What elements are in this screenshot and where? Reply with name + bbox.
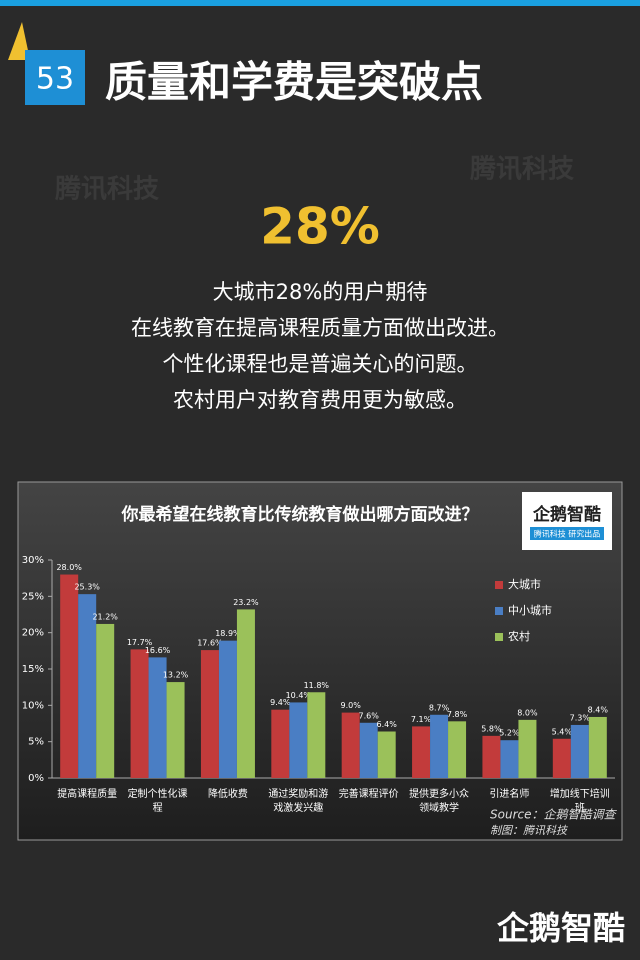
bar xyxy=(130,649,149,778)
legend-swatch xyxy=(495,581,503,589)
value-label: 25.3% xyxy=(74,583,100,592)
bar xyxy=(218,640,237,778)
logo-box xyxy=(522,492,612,550)
value-label: 5.2% xyxy=(499,729,520,738)
x-tick-label: 引进名师 xyxy=(489,789,530,800)
value-label: 17.7% xyxy=(127,638,153,647)
page-title: 质量和学费是突破点 xyxy=(105,58,483,107)
y-tick-label: 0% xyxy=(28,773,44,784)
value-label: 28.0% xyxy=(56,563,82,572)
chart-panel xyxy=(17,481,623,841)
number-box xyxy=(25,50,85,105)
bar xyxy=(500,740,519,778)
x-tick-label: 完善课程评价 xyxy=(338,789,399,800)
bar xyxy=(377,731,396,778)
bar xyxy=(518,719,537,778)
footer-logo: 企鹅智酷 xyxy=(497,909,625,947)
logo-tagline: 腾讯科技 研究出品 xyxy=(534,529,601,539)
section-number: 53 xyxy=(36,62,74,97)
x-tick-label: 提高课程质量 xyxy=(57,789,118,800)
value-label: 7.8% xyxy=(447,710,468,719)
bar xyxy=(482,735,501,778)
y-tick-label: 30% xyxy=(22,555,44,566)
top-strip xyxy=(0,0,640,6)
y-tick-label: 25% xyxy=(22,591,44,602)
value-label: 18.9% xyxy=(215,629,241,638)
bar xyxy=(359,722,378,778)
value-label: 5.4% xyxy=(552,727,573,736)
y-tick-label: 5% xyxy=(28,737,44,748)
value-label: 11.8% xyxy=(304,681,330,690)
value-label: 17.6% xyxy=(197,639,223,648)
value-label: 6.4% xyxy=(377,720,398,729)
value-label: 21.2% xyxy=(92,612,118,621)
legend-label: 中小城市 xyxy=(508,603,552,617)
source: Source：企鹅智酷调查 xyxy=(490,808,617,822)
logo-bar xyxy=(530,527,604,540)
bar xyxy=(570,724,589,778)
bar xyxy=(430,714,449,778)
y-tick-label: 20% xyxy=(22,628,44,639)
y-tick-label: 10% xyxy=(22,700,44,711)
value-label: 9.4% xyxy=(270,698,291,707)
bar xyxy=(166,682,185,778)
watermark: 腾讯科技 xyxy=(55,175,159,205)
text-line: 大城市28%的用户期待 xyxy=(213,280,428,304)
credit: 制图：腾讯科技 xyxy=(490,824,569,837)
value-label: 10.4% xyxy=(286,691,312,700)
bar xyxy=(148,657,167,778)
bar xyxy=(60,574,79,778)
value-label: 5.8% xyxy=(481,724,502,733)
highlight: 28% xyxy=(260,198,380,256)
text-line: 农村用户对教育费用更为敏感。 xyxy=(173,388,467,412)
value-label: 8.4% xyxy=(588,705,609,714)
chart-title: 你最希望在线教育比传统教育做出哪方面改进？ xyxy=(121,504,479,525)
value-label: 16.6% xyxy=(145,646,171,655)
x-tick-label: 通过奖励和游戏激发兴趣 xyxy=(268,789,329,814)
x-tick-label: 提供更多小众领域教学 xyxy=(409,789,470,814)
value-label: 8.7% xyxy=(429,703,450,712)
value-label: 9.0% xyxy=(341,701,362,710)
bar xyxy=(271,709,290,778)
bar xyxy=(341,712,360,778)
value-label: 23.2% xyxy=(233,598,259,607)
bar xyxy=(96,623,115,778)
bar xyxy=(78,594,97,778)
x-tick-label: 定制个性化课程 xyxy=(127,789,188,814)
value-label: 7.3% xyxy=(570,713,591,722)
watermark: 腾讯科技 xyxy=(470,155,574,185)
bar xyxy=(448,721,467,778)
x-tick-label: 增加线下培训班 xyxy=(549,789,610,814)
text-line: 个性化课程也是普遍关心的问题。 xyxy=(163,352,478,376)
bar xyxy=(412,726,431,778)
decoration xyxy=(8,22,30,60)
y-tick-label: 15% xyxy=(22,664,44,675)
legend-label: 大城市 xyxy=(508,577,541,591)
bar xyxy=(307,692,326,778)
value-label: 7.6% xyxy=(359,711,380,720)
text-line: 在线教育在提高课程质量方面做出改进。 xyxy=(131,316,509,340)
legend-swatch xyxy=(495,633,503,641)
bar xyxy=(588,716,607,778)
value-label: 8.0% xyxy=(517,708,538,717)
x-tick-label: 降低收费 xyxy=(207,789,248,800)
bar xyxy=(552,738,571,778)
bar xyxy=(236,609,255,778)
bar xyxy=(289,702,308,778)
legend-label: 农村 xyxy=(508,629,530,643)
logo-name: 企鹅智酷 xyxy=(532,504,601,525)
value-label: 7.1% xyxy=(411,715,432,724)
body-text: 大城市28%的用户期待在线教育在提高课程质量方面做出改进。个性化课程也是普遍关心… xyxy=(131,280,509,412)
legend-swatch xyxy=(495,607,503,615)
value-label: 13.2% xyxy=(163,671,189,680)
bar xyxy=(200,650,219,778)
